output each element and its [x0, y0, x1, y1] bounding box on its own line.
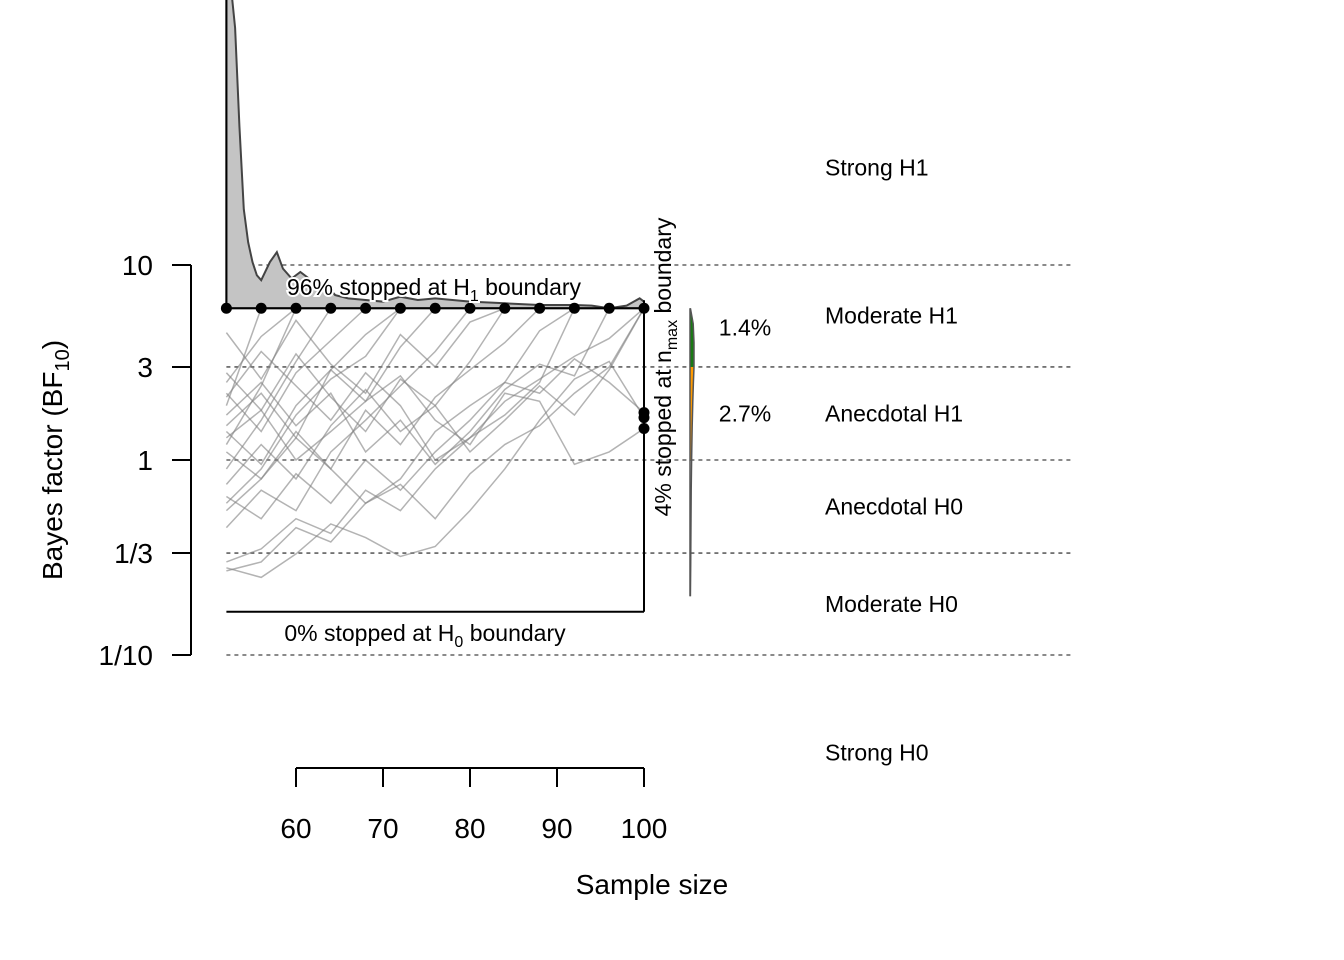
trajectory-line: [225, 307, 297, 445]
trajectory-line: [225, 307, 610, 466]
evidence-category-label: Moderate H1: [825, 303, 958, 329]
trajectory-line: [225, 307, 436, 440]
final-bf-region-percent: 2.7%: [719, 400, 771, 426]
y-tick-label: 1/3: [114, 538, 153, 569]
h1-stop-point: [394, 302, 406, 314]
y-tick-label: 10: [122, 250, 153, 281]
h1-stop-point: [325, 302, 337, 314]
trajectory-line: [226, 307, 645, 572]
y-tick-label: 1: [137, 445, 153, 476]
x-tick-label: 90: [541, 813, 572, 844]
h1-stop-point: [603, 302, 615, 314]
axes: 10 3 1 1/3 1/10 60 70 80 90 100: [99, 250, 668, 844]
trajectory-line: [226, 307, 576, 563]
trajectory-line: [225, 307, 471, 529]
h1-stop-point: [220, 302, 232, 314]
h1-stop-point: [568, 302, 580, 314]
y-tick-label: 3: [137, 352, 153, 383]
trajectories: [225, 307, 645, 579]
nmax-stop-point: [638, 423, 650, 435]
h1-stop-point: [360, 302, 372, 314]
h1-stop-point: [464, 302, 476, 314]
evidence-category-label: Anecdotal H0: [825, 494, 963, 520]
trajectory-line: [225, 307, 332, 470]
h1-stop-point: [290, 302, 302, 314]
trajectory-line: [225, 307, 506, 433]
h1-stop-annotation: 96% stopped at H1 boundary: [287, 274, 582, 305]
final-bf-region-percent: 1.4%: [719, 315, 771, 341]
trajectory-line: [225, 307, 645, 485]
x-tick-label: 100: [621, 813, 668, 844]
labels: 96% stopped at H1 boundary 0% stopped at…: [37, 155, 963, 900]
nmax-stop-annotation: 4% stopped at nmax boundary: [650, 217, 681, 516]
h1-stop-point: [499, 302, 511, 314]
trajectory-line: [225, 307, 506, 395]
trajectory-line: [225, 307, 575, 520]
evidence-category-label: Anecdotal H1: [825, 401, 963, 427]
trajectory-line: [225, 307, 297, 383]
x-axis-label: Sample size: [576, 869, 729, 900]
nmax-stop-point: [638, 407, 650, 419]
y-tick-label: 1/10: [99, 640, 154, 671]
final-bf-density: 1.4% 2.7%: [689, 308, 771, 597]
trajectory-line: [225, 374, 645, 466]
h1-stop-point: [638, 302, 650, 314]
evidence-grid-lines: [226, 264, 1072, 656]
trajectory-line: [225, 357, 645, 512]
x-tick-label: 70: [367, 813, 398, 844]
final-bf-density-outline: [689, 308, 695, 597]
trajectory-line: [225, 307, 541, 480]
trajectory-line: [225, 307, 401, 466]
h1-stop-point: [255, 302, 267, 314]
density-area: [225, 0, 645, 310]
h0-stop-annotation: 0% stopped at H0 boundary: [284, 620, 566, 651]
evidence-category-label: Strong H0: [825, 740, 929, 766]
h1-stop-point: [429, 302, 441, 314]
x-tick-label: 60: [280, 813, 311, 844]
x-tick-label: 80: [454, 813, 485, 844]
y-axis-label: Bayes factor (BF10): [37, 340, 74, 580]
evidence-category-label: Strong H1: [825, 155, 929, 181]
trajectory-line: [225, 307, 645, 462]
boundary-points: [220, 302, 650, 435]
evidence-category-label: Moderate H0: [825, 591, 958, 617]
h1-stop-point: [534, 302, 546, 314]
trajectory-line: [226, 360, 645, 579]
trajectory-line: [225, 307, 402, 504]
h1-stop-density: [225, 0, 645, 310]
